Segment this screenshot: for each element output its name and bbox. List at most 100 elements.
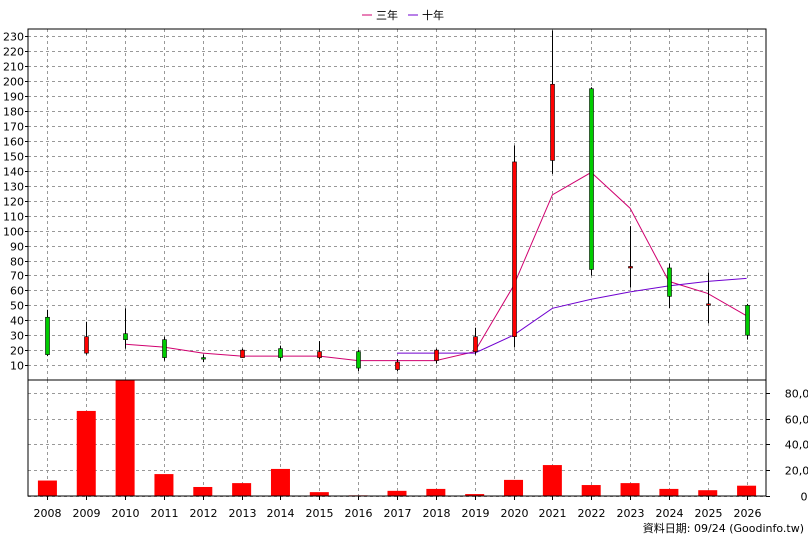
year-tick-label: 2013 bbox=[229, 507, 257, 520]
price-tick-label: 110 bbox=[3, 211, 24, 224]
price-tick-label: 130 bbox=[3, 181, 24, 194]
candle-body bbox=[45, 316, 50, 355]
year-axis-ticks: 2008 2009 2010 2011 2012 2013 2014 2015 2016 2017… bbox=[34, 496, 762, 520]
price-tick-label: 10 bbox=[10, 360, 24, 373]
year-tick-label: 2009 bbox=[73, 507, 101, 520]
price-tick-label: 210 bbox=[3, 61, 24, 74]
volume-bar bbox=[232, 483, 252, 496]
year-tick-label: 2024 bbox=[656, 507, 684, 520]
volume-bar bbox=[465, 494, 485, 496]
year-tick-label: 2022 bbox=[578, 507, 606, 520]
volume-tick-label: 20,000 bbox=[785, 465, 808, 478]
candle-body bbox=[667, 267, 672, 297]
candle-body bbox=[628, 266, 633, 269]
volume-bar bbox=[193, 486, 213, 496]
price-tick-label: 50 bbox=[10, 300, 24, 313]
candle-body bbox=[356, 351, 361, 369]
price-tick-label: 80 bbox=[10, 256, 24, 269]
year-tick-label: 2011 bbox=[151, 507, 179, 520]
volume-bar bbox=[581, 485, 601, 496]
price-tick-label: 190 bbox=[3, 91, 24, 104]
price-tick-label: 200 bbox=[3, 76, 24, 89]
price-gridlines bbox=[28, 29, 766, 380]
price-tick-label: 20 bbox=[10, 345, 24, 358]
legend-label-three-year: 三年 bbox=[376, 8, 398, 22]
volume-axis-ticks: 0 20,000 40,000 60,000 80,000 bbox=[766, 388, 808, 504]
volume-bars bbox=[37, 380, 757, 496]
volume-panel-frame bbox=[27, 379, 767, 497]
year-tick-label: 2016 bbox=[345, 507, 373, 520]
ma-line-ten-year bbox=[397, 277, 747, 354]
year-tick-label: 2018 bbox=[423, 507, 451, 520]
candle-body bbox=[201, 357, 206, 360]
candle-body bbox=[589, 88, 594, 270]
year-tick-label: 2008 bbox=[34, 507, 62, 520]
price-tick-label: 150 bbox=[3, 151, 24, 164]
candle-body bbox=[317, 351, 322, 358]
chart-legend: 三年 十年 bbox=[362, 8, 444, 22]
candle-body bbox=[395, 361, 400, 370]
volume-bar bbox=[37, 480, 57, 496]
year-tick-label: 2021 bbox=[539, 507, 567, 520]
year-tick-label: 2023 bbox=[617, 507, 645, 520]
price-tick-label: 30 bbox=[10, 330, 24, 343]
volume-bar bbox=[76, 410, 96, 496]
volume-tick-label: 0 bbox=[801, 491, 808, 504]
price-tick-label: 140 bbox=[3, 166, 24, 179]
candle-body bbox=[240, 349, 245, 358]
candle-body bbox=[473, 336, 478, 352]
ma-line-three-year bbox=[125, 171, 747, 362]
volume-gridlines bbox=[28, 380, 766, 497]
year-tick-label: 2020 bbox=[501, 507, 529, 520]
year-tick-label: 2014 bbox=[267, 507, 295, 520]
year-tick-label: 2015 bbox=[306, 507, 334, 520]
candle-body bbox=[706, 303, 711, 306]
price-tick-label: 230 bbox=[3, 31, 24, 44]
volume-bar bbox=[309, 492, 329, 496]
moving-average-lines bbox=[125, 171, 747, 362]
price-tick-label: 90 bbox=[10, 241, 24, 254]
volume-bar bbox=[737, 485, 757, 496]
year-tick-label: 2017 bbox=[384, 507, 412, 520]
volume-bar bbox=[387, 490, 407, 496]
price-tick-label: 100 bbox=[3, 226, 24, 239]
volume-bar bbox=[154, 474, 174, 496]
price-tick-label: 180 bbox=[3, 106, 24, 119]
price-tick-label: 40 bbox=[10, 315, 24, 328]
price-tick-label: 170 bbox=[3, 121, 24, 134]
price-tick-label: 120 bbox=[3, 196, 24, 209]
candle-body bbox=[434, 349, 439, 361]
candle-body bbox=[84, 336, 89, 354]
volume-bar bbox=[115, 380, 135, 496]
volume-tick-label: 60,000 bbox=[785, 414, 808, 427]
volume-bar bbox=[659, 488, 679, 496]
price-tick-label: 220 bbox=[3, 46, 24, 59]
legend-label-ten-year: 十年 bbox=[422, 8, 444, 22]
price-tick-label: 60 bbox=[10, 285, 24, 298]
volume-bar bbox=[620, 483, 640, 496]
candle-body bbox=[550, 83, 555, 161]
year-tick-label: 2025 bbox=[695, 507, 723, 520]
price-tick-label: 70 bbox=[10, 270, 24, 283]
footer-note: 資料日期: 09/24 (Goodinfo.tw) bbox=[643, 521, 804, 535]
candle-body bbox=[745, 305, 750, 336]
candle-body bbox=[512, 161, 517, 337]
volume-tick-label: 80,000 bbox=[785, 388, 808, 401]
candle-body bbox=[278, 348, 283, 358]
volume-bar bbox=[426, 488, 446, 496]
volume-bar bbox=[698, 490, 718, 496]
year-tick-label: 2026 bbox=[734, 507, 762, 520]
volume-tick-label: 40,000 bbox=[785, 439, 808, 452]
year-tick-label: 2012 bbox=[190, 507, 218, 520]
volume-bar bbox=[542, 465, 562, 496]
price-tick-label: 160 bbox=[3, 136, 24, 149]
year-tick-label: 2019 bbox=[462, 507, 490, 520]
candle-body bbox=[123, 333, 128, 340]
candle-body bbox=[162, 339, 167, 358]
volume-bar bbox=[504, 479, 524, 496]
candlesticks bbox=[45, 30, 750, 372]
volume-bar bbox=[270, 468, 290, 496]
year-tick-label: 2010 bbox=[112, 507, 140, 520]
